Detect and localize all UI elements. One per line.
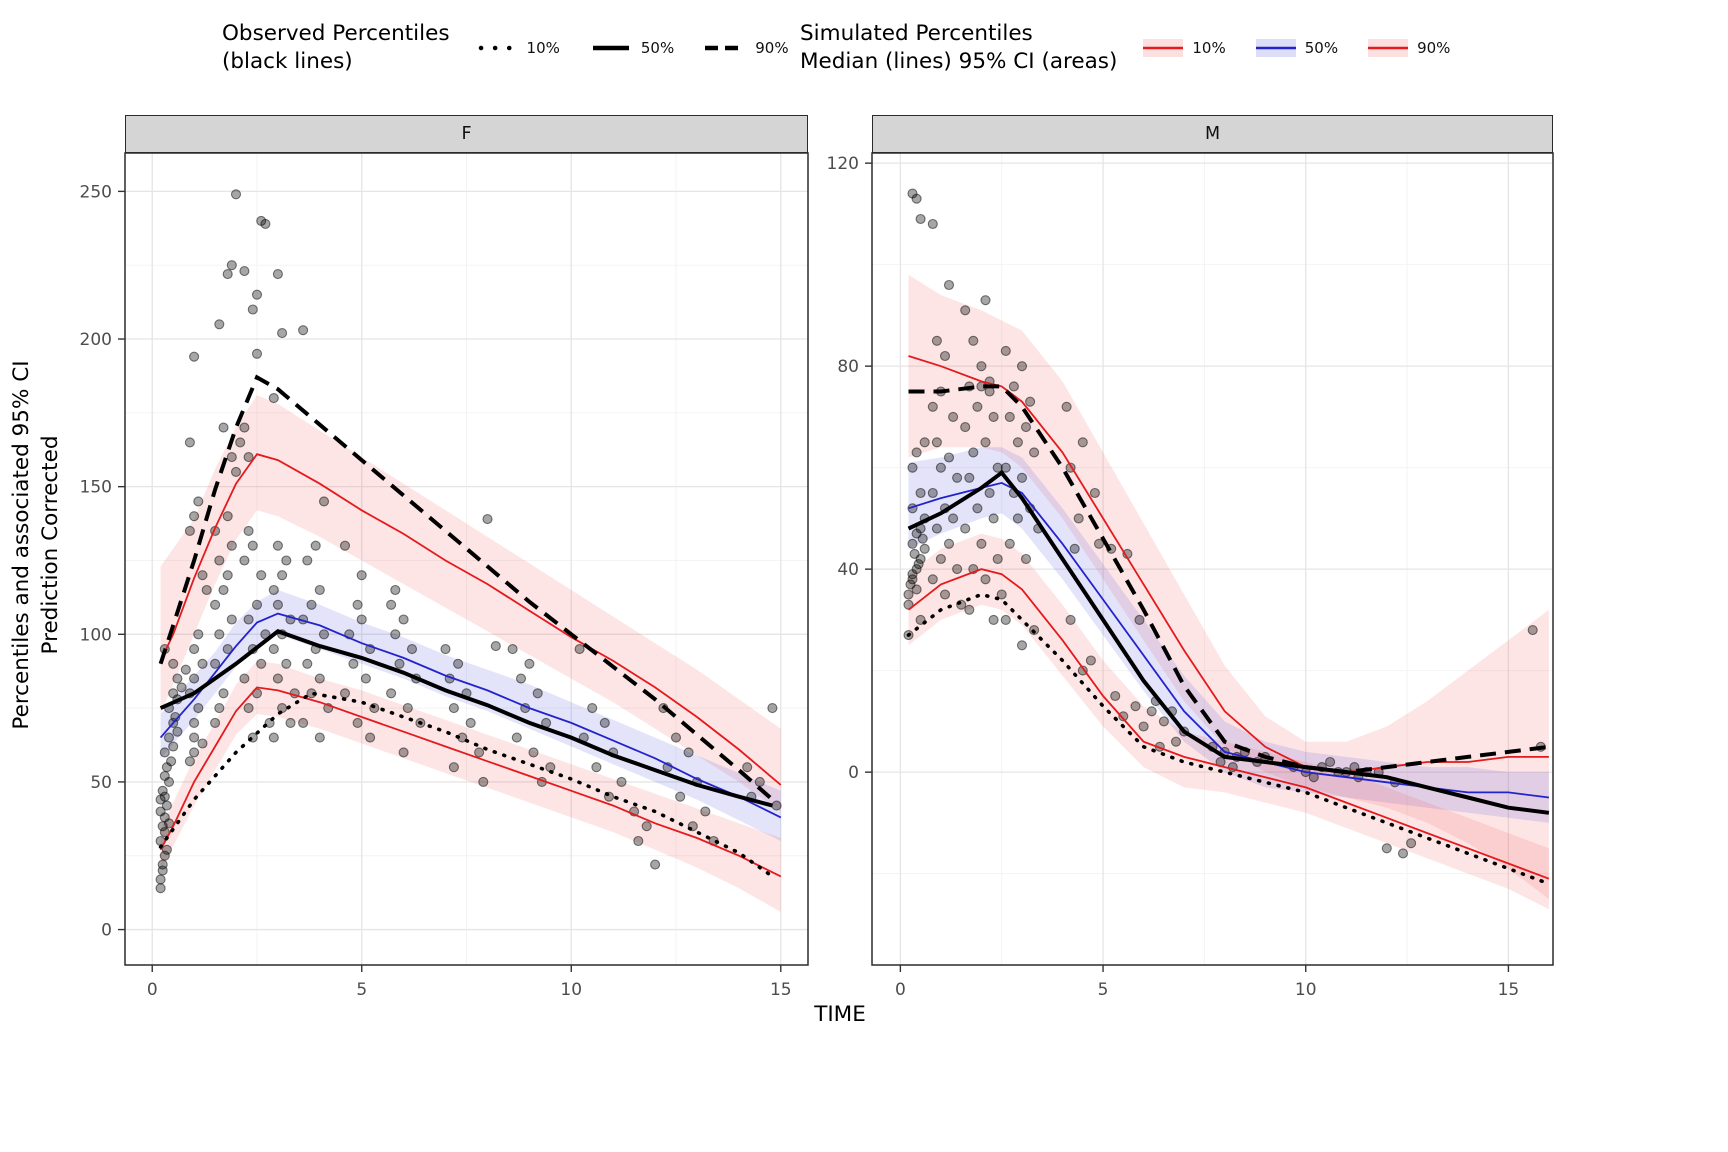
obs-50pct <box>907 469 1550 815</box>
legend-observed-title-line2: (black lines) <box>222 48 353 74</box>
legend-simulated-title-line1: Simulated Percentiles <box>800 21 1033 46</box>
sim-10pct-median <box>907 568 1550 880</box>
sim-10pct-ci <box>160 660 781 912</box>
legend-key-label: 10% <box>1192 38 1226 57</box>
y-tick-label: 250 <box>80 182 112 202</box>
y-tick-label: 120 <box>827 154 859 174</box>
grid-minor <box>872 153 1553 965</box>
x-tick-label: 10 <box>560 980 582 1000</box>
x-axis-title: TIME <box>814 1002 866 1027</box>
y-tick-label: 200 <box>80 330 112 350</box>
obs-10pct <box>906 592 1551 886</box>
sim-90pct-ci <box>908 274 1549 899</box>
obs-50pct <box>159 629 773 808</box>
red-ribbon-sample <box>1368 38 1409 57</box>
x-tick-label: 15 <box>770 980 792 1000</box>
y-tick-label: 50 <box>90 773 112 793</box>
grid-major <box>125 153 808 965</box>
y-tick-label: 40 <box>837 560 859 580</box>
y-axis-title: Percentiles and associated 95% CI Predic… <box>7 360 65 729</box>
x-tick-label: 15 <box>1498 980 1520 1000</box>
legend-simulated: Simulated Percentiles Median (lines) 95%… <box>800 20 1450 76</box>
sim-10pct-ci <box>908 533 1549 910</box>
panel-background <box>872 153 1553 965</box>
x-tick-label: 0 <box>895 980 906 1000</box>
legend-observed-keys: 10% 50% 90% <box>476 37 789 59</box>
x-tick-label: 5 <box>356 980 367 1000</box>
x-tick-label: 5 <box>1098 980 1109 1000</box>
panel-border <box>124 152 809 966</box>
sim-50pct-median <box>159 612 782 819</box>
facet-M: M 0 5 10 15 0 40 80 120 <box>827 115 1554 1000</box>
obs-90pct <box>908 384 1550 775</box>
legend-key-observed-50: 50% <box>590 37 674 59</box>
y-tick-label: 100 <box>80 625 112 645</box>
facet-strip-M: M <box>872 115 1553 153</box>
obs-10pct <box>158 691 775 879</box>
sim-50pct-ci <box>908 447 1549 823</box>
legend-simulated-title-line2: Median (lines) 95% CI (areas) <box>800 48 1118 74</box>
legend-key-observed-10: 10% <box>476 37 560 59</box>
legend-key-label: 50% <box>640 38 675 57</box>
axis-ticks: 0 5 10 15 0 40 80 120 <box>827 154 1520 1000</box>
grid-major <box>872 153 1553 965</box>
legend-key-label: 90% <box>1417 38 1451 57</box>
legend-simulated-keys: 10% 50% 90% <box>1143 36 1450 60</box>
dashed-line-sample <box>705 45 746 51</box>
facet-F: F 0 5 10 15 0 50 100 150 200 250 <box>80 115 809 1000</box>
panel-border <box>871 152 1554 966</box>
obs-90pct <box>158 374 774 802</box>
sim-90pct-ci <box>160 395 781 812</box>
x-tick-label: 10 <box>1295 980 1317 1000</box>
legend-key-observed-90: 90% <box>704 37 789 59</box>
red-ribbon-sample <box>1143 38 1184 57</box>
y-tick-label: 80 <box>837 357 859 377</box>
legend-key-label: 90% <box>755 38 789 57</box>
y-tick-label: 0 <box>848 763 859 783</box>
facet-strip-F: F <box>125 115 808 153</box>
x-tick-label: 0 <box>147 980 158 1000</box>
y-tick-label: 150 <box>80 478 112 498</box>
y-axis-title-line1: Percentiles and associated 95% CI <box>8 360 34 730</box>
blue-ribbon-sample <box>1255 38 1296 57</box>
y-tick-label: 0 <box>101 921 112 941</box>
legend-observed: Observed Percentiles (black lines) 10% 5… <box>222 20 789 76</box>
legend-observed-title-line1: Observed Percentiles <box>222 21 450 46</box>
solid-line-sample <box>592 45 629 51</box>
sim-10pct-median <box>159 686 782 878</box>
scatter-points <box>155 189 782 894</box>
sim-90pct-median <box>159 453 782 786</box>
dotted-line-sample <box>478 45 515 51</box>
legend-observed-title: Observed Percentiles (black lines) <box>222 20 450 76</box>
facet-plot-M: 0 5 10 15 0 40 80 120 <box>827 152 1554 1000</box>
legend-key-simulated-50: 50% <box>1255 36 1339 60</box>
y-axis-title-line2: Prediction Corrected <box>38 435 63 655</box>
legend-key-label: 50% <box>1304 38 1339 57</box>
legend-key-simulated-90: 90% <box>1368 36 1450 60</box>
legend-key-simulated-10: 10% <box>1143 36 1226 60</box>
legend-simulated-title: Simulated Percentiles Median (lines) 95%… <box>800 20 1117 76</box>
legend-key-label: 10% <box>526 38 560 57</box>
